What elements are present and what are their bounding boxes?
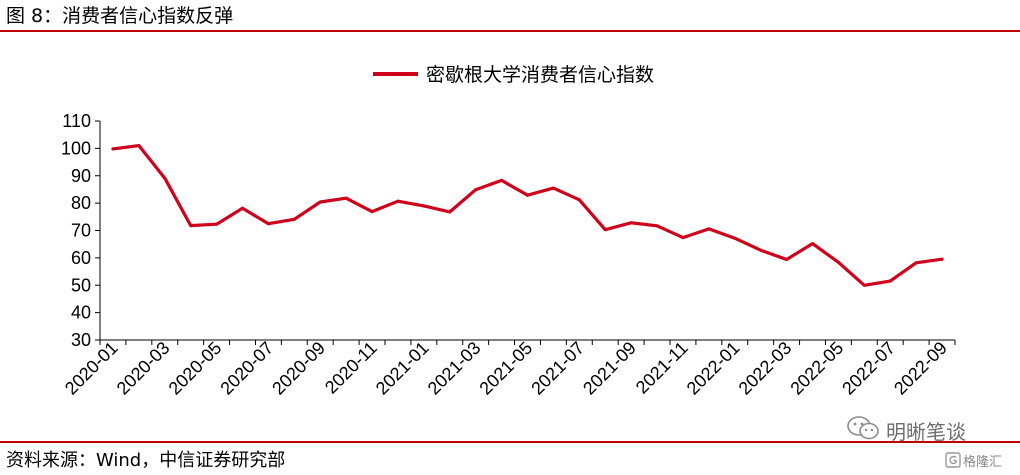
data-point xyxy=(266,222,270,226)
legend-label: 密歇根大学消费者信心指数 xyxy=(426,64,654,86)
y-tick-label: 80 xyxy=(71,193,91,213)
data-point xyxy=(111,147,115,151)
bottom-rule xyxy=(0,441,1020,443)
x-axis: 2020-012020-032020-052020-072020-092020-… xyxy=(61,338,956,399)
data-point xyxy=(474,188,478,192)
data-point xyxy=(318,200,322,204)
data-point xyxy=(163,176,167,180)
data-point xyxy=(603,228,607,232)
y-tick-label: 90 xyxy=(71,166,91,186)
data-point xyxy=(733,236,737,240)
data-point xyxy=(811,242,814,246)
x-tick-label: 2022-05 xyxy=(786,338,847,399)
data-point xyxy=(759,248,763,252)
x-tick-label: 2021-03 xyxy=(424,338,485,399)
badge-text: 格隆汇 xyxy=(963,455,1003,470)
x-tick-label: 2021-01 xyxy=(372,338,433,399)
data-point xyxy=(888,279,892,283)
x-tick-label: 2021-09 xyxy=(579,338,640,399)
data-point xyxy=(137,144,141,148)
plot-area xyxy=(111,144,944,287)
data-point xyxy=(940,257,944,261)
x-tick-label: 2021-11 xyxy=(632,338,692,398)
x-tick-label: 2020-09 xyxy=(268,338,329,399)
data-point xyxy=(422,204,426,208)
data-point xyxy=(396,199,400,203)
x-tick-label: 2020-03 xyxy=(113,338,174,399)
data-point xyxy=(551,186,555,190)
y-axis: 30 40 50 60 70 80 90 100 110 xyxy=(61,111,101,350)
y-tick-label: 30 xyxy=(71,330,91,350)
x-tick-label: 2021-05 xyxy=(475,338,536,399)
gelonghui-badge: 格隆汇 xyxy=(945,450,1015,470)
data-point xyxy=(448,210,452,214)
x-tick-label: 2022-09 xyxy=(890,338,951,399)
x-tick-label: 2020-11 xyxy=(321,338,381,398)
data-point xyxy=(344,196,348,200)
data-point xyxy=(215,222,219,226)
data-point xyxy=(189,224,193,228)
y-tick-label: 70 xyxy=(71,221,91,241)
data-point xyxy=(577,198,581,202)
data-point xyxy=(500,178,504,182)
data-point xyxy=(836,260,840,264)
watermark-text: 明晰笔谈 xyxy=(886,420,966,444)
y-tick-label: 60 xyxy=(71,248,91,268)
x-tick-label: 2020-05 xyxy=(165,338,226,399)
g-logo-icon xyxy=(945,452,961,468)
data-point xyxy=(629,221,633,225)
y-tick-label: 100 xyxy=(61,138,91,158)
chart-legend: 密歇根大学消费者信心指数 xyxy=(373,64,654,86)
y-tick-label: 50 xyxy=(71,275,91,295)
series-line xyxy=(111,144,944,287)
data-point xyxy=(681,236,685,240)
x-tick-label: 2021-07 xyxy=(527,338,588,399)
data-point xyxy=(292,217,296,221)
data-point xyxy=(526,193,529,197)
data-point xyxy=(785,258,789,261)
data-point xyxy=(241,206,244,210)
watermark: 明晰笔谈 xyxy=(846,414,996,444)
line-chart: 密歇根大学消费者信心指数 30 40 50 60 70 80 90 100 110 2020-0… xyxy=(61,64,956,399)
x-tick-label: 2022-03 xyxy=(735,338,796,399)
top-rule xyxy=(0,30,1020,32)
x-tick-label: 2022-07 xyxy=(838,338,899,399)
data-point xyxy=(862,283,866,287)
data-point xyxy=(370,210,374,214)
data-point xyxy=(707,227,711,231)
data-point xyxy=(914,261,918,265)
data-point xyxy=(655,224,659,228)
y-tick-label: 40 xyxy=(71,303,91,323)
wechat-icon xyxy=(847,416,879,440)
x-tick-label: 2022-01 xyxy=(683,338,744,399)
y-tick-label: 110 xyxy=(62,111,91,131)
source-note: 资料来源：Wind，中信证券研究部 xyxy=(6,450,286,471)
figure-title: 图 8：消费者信心指数反弹 xyxy=(6,5,234,27)
x-tick-label: 2020-07 xyxy=(216,338,277,399)
